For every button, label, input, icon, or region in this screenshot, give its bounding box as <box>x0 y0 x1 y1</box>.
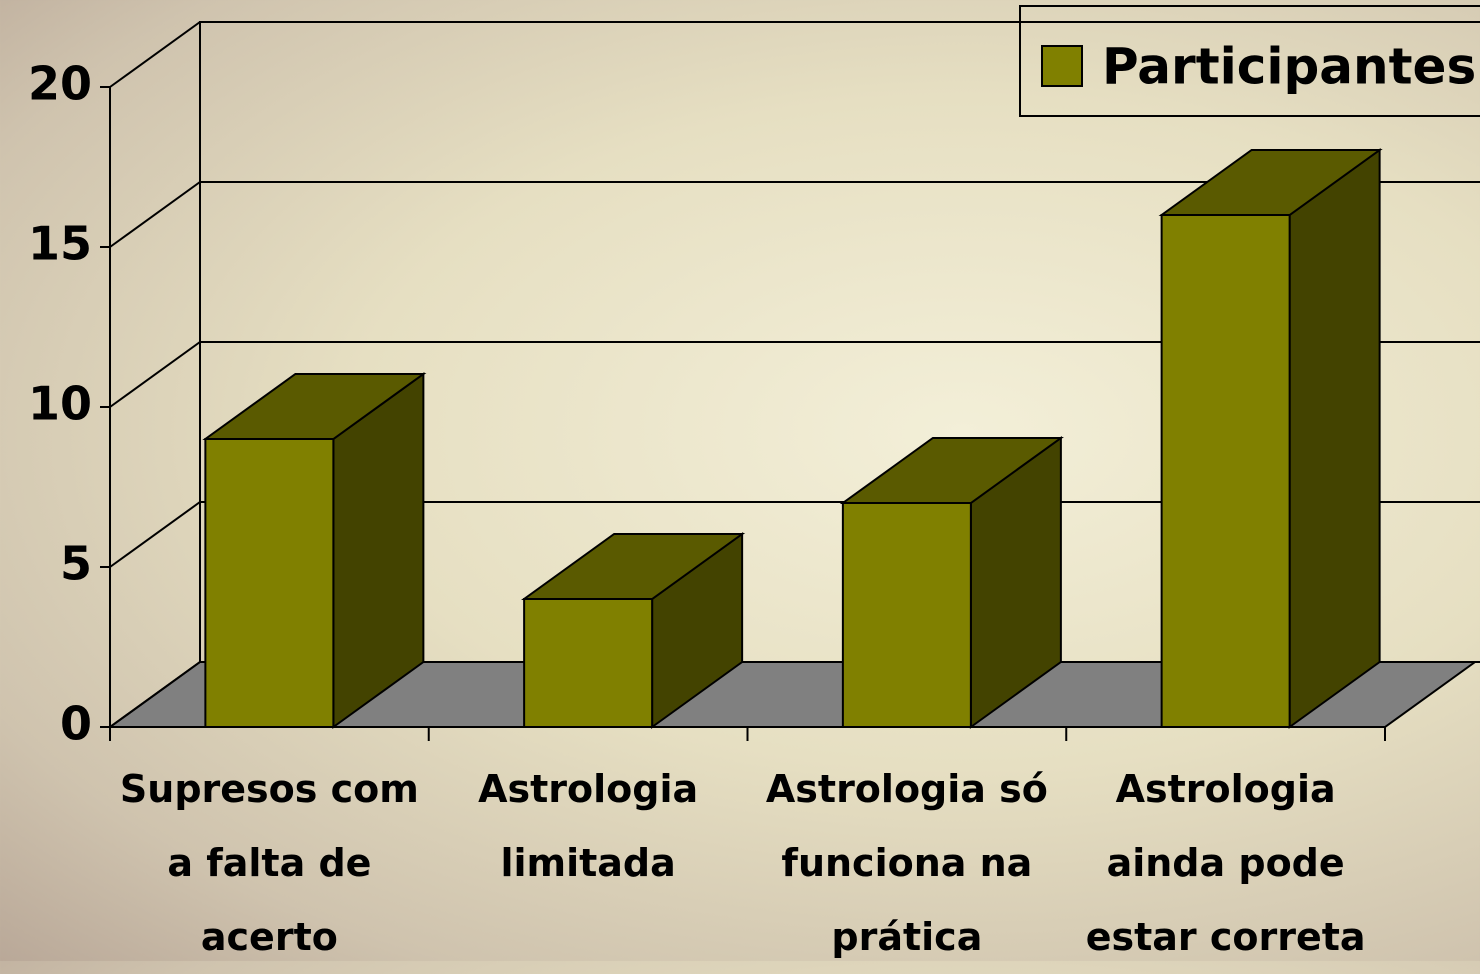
legend-box <box>1019 5 1480 117</box>
x-tick-label: Supresos com a falta de acerto <box>119 767 419 959</box>
x-tick-label: Astrologia só funciona na prática <box>765 767 1048 959</box>
y-tick-label: 20 <box>28 57 92 111</box>
legend-label: Participantes <box>1102 38 1476 96</box>
bar-side <box>1288 148 1381 729</box>
bar <box>841 502 972 728</box>
y-tick-label: 10 <box>28 377 92 431</box>
x-tick-label: Astrologia limitada <box>478 767 699 885</box>
grid-line <box>109 21 1480 88</box>
x-tick-label: Astrologia ainda pode estar correta <box>1085 767 1366 959</box>
bar <box>204 438 335 728</box>
y-tick-label: 5 <box>60 537 92 591</box>
legend-swatch <box>1041 45 1083 87</box>
bar <box>523 598 654 728</box>
y-tick-label: 15 <box>28 217 92 271</box>
grid-line <box>109 341 1480 408</box>
bar <box>1160 214 1291 728</box>
grid-line <box>109 181 1480 248</box>
y-tick-label: 0 <box>60 697 92 751</box>
